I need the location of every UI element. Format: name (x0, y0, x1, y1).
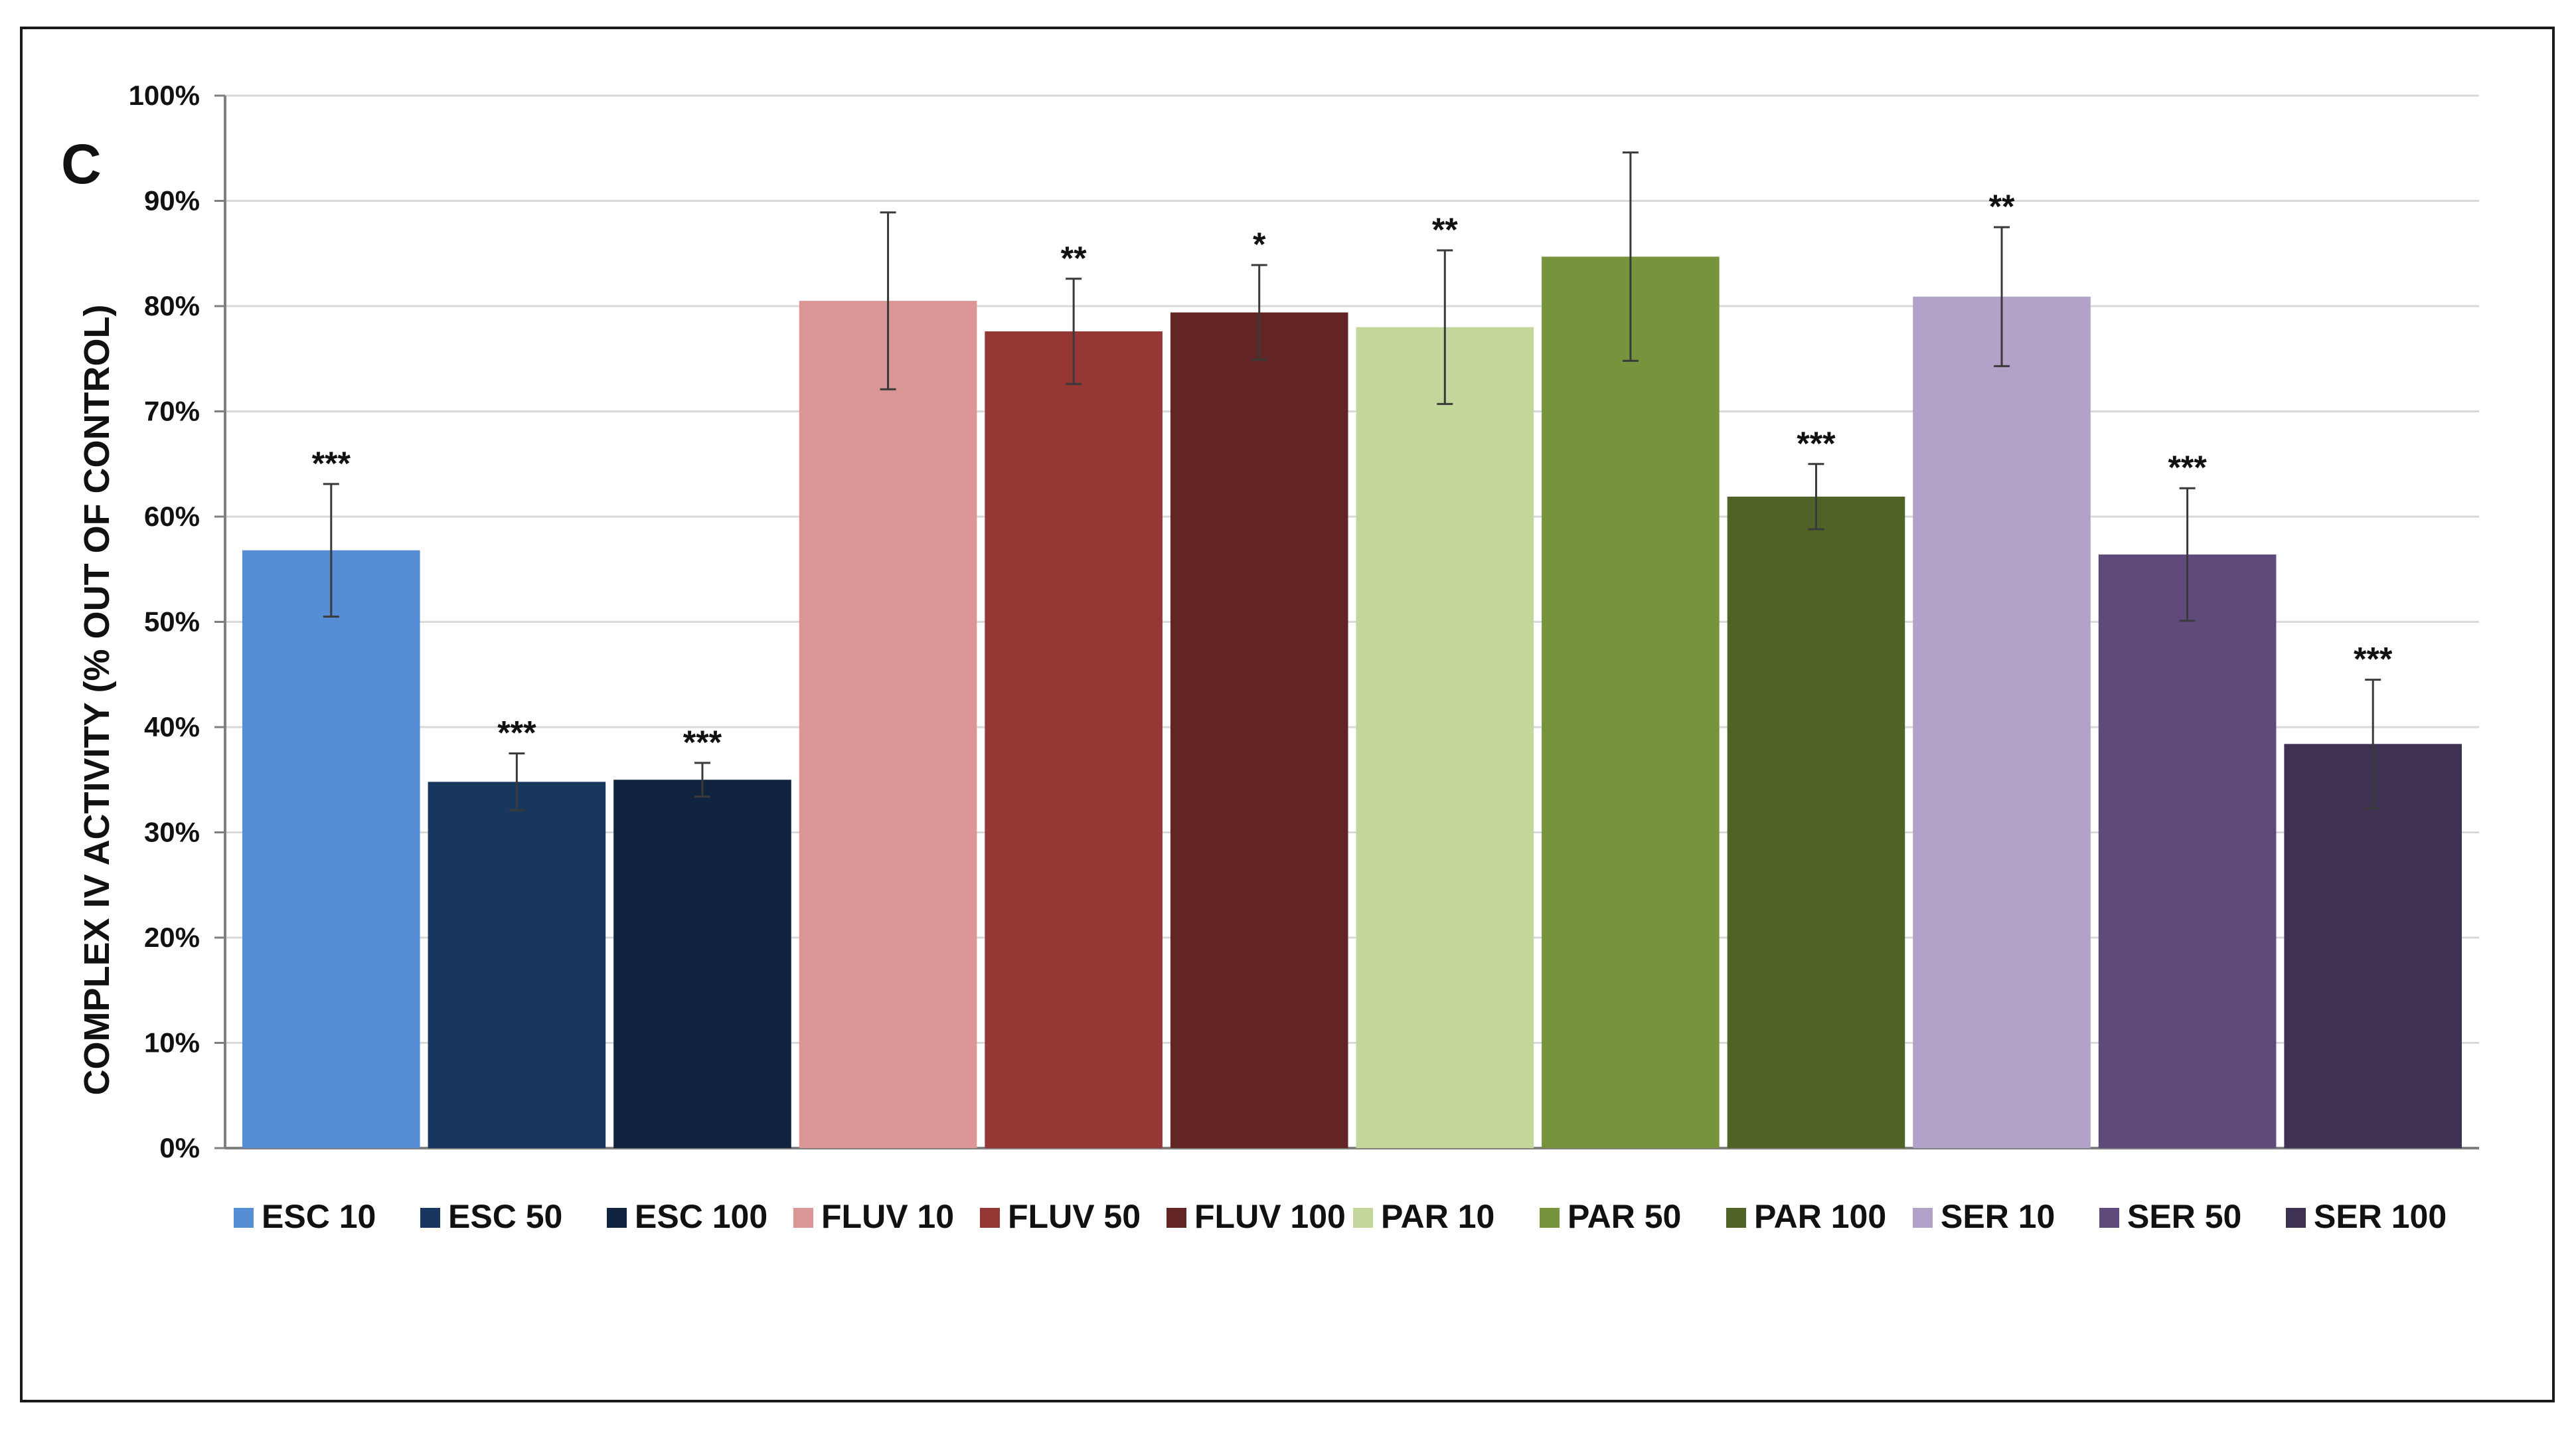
legend-label: SER 10 (1941, 1198, 2055, 1235)
legend-swatch (420, 1208, 440, 1228)
significance-label: *** (683, 724, 722, 761)
y-tick-label: 90% (144, 185, 200, 216)
significance-label: *** (312, 445, 351, 482)
legend-label: ESC 10 (262, 1198, 376, 1235)
y-tick-label: 50% (144, 606, 200, 637)
legend-item: FLUV 100 (1167, 1198, 1346, 1235)
bar (1727, 496, 1905, 1148)
legend-swatch (2286, 1208, 2306, 1228)
y-tick-label: 0% (159, 1132, 200, 1163)
panel-label: C (61, 133, 102, 195)
legend-label: FLUV 50 (1008, 1198, 1141, 1235)
significance-label: ** (1061, 240, 1087, 277)
legend-item: PAR 10 (1353, 1198, 1494, 1235)
bar (2098, 554, 2277, 1148)
legend-item: FLUV 50 (980, 1198, 1141, 1235)
bar (1170, 312, 1348, 1148)
legend-label: PAR 10 (1381, 1198, 1494, 1235)
legend-swatch (793, 1208, 813, 1228)
significance-labels: ****** ***** * ************* (312, 188, 2393, 761)
figure-frame: *** *** *** ** * ** *** ** *** *** 0% 10% 20% 30% 40%… (20, 27, 2555, 1402)
legend-item: SER 50 (2099, 1198, 2241, 1235)
legend: ESC 10 ESC 50 ESC 100 FLUV 10 FLUV 50 FLUV 10… (234, 1198, 2447, 1235)
significance-label: * (1253, 226, 1266, 263)
legend-label: ESC 100 (635, 1198, 767, 1235)
significance-label: *** (497, 714, 536, 752)
significance-label: *** (1797, 425, 1836, 462)
legend-swatch (607, 1208, 627, 1228)
bar (428, 782, 606, 1148)
y-tick-label: 80% (144, 290, 200, 321)
legend-label: SER 50 (2127, 1198, 2241, 1235)
bar (985, 331, 1163, 1148)
legend-item: FLUV 10 (793, 1198, 954, 1235)
significance-label: ** (1432, 211, 1458, 248)
y-tick-labels: 0% 10% 20% 30% 40% 50% 60% 70% 80% 90% 100% (129, 80, 200, 1163)
legend-label: PAR 50 (1568, 1198, 1681, 1235)
y-tick-label: 70% (144, 396, 200, 427)
y-tick-label: 40% (144, 711, 200, 742)
bars (242, 256, 2462, 1149)
legend-item: PAR 50 (1540, 1198, 1681, 1235)
y-tick-label: 10% (144, 1027, 200, 1058)
significance-label: *** (2354, 641, 2393, 678)
legend-swatch (2099, 1208, 2119, 1228)
significance-label: *** (2168, 449, 2207, 486)
significance-label: ** (1989, 188, 2015, 225)
y-tick-label: 30% (144, 817, 200, 848)
error-bars (323, 151, 2381, 811)
bar (799, 301, 977, 1149)
legend-label: SER 100 (2314, 1198, 2447, 1235)
legend-swatch (1726, 1208, 1746, 1228)
y-tick-label: 100% (129, 80, 200, 111)
legend-swatch (1913, 1208, 1933, 1228)
bar (1542, 256, 1720, 1148)
legend-item: SER 10 (1913, 1198, 2055, 1235)
legend-item: ESC 100 (607, 1198, 767, 1235)
bar (1356, 327, 1534, 1149)
legend-swatch (1167, 1208, 1186, 1228)
bar-chart: ****** ***** * ************* 0%10%20%30%40%… (61, 80, 2479, 1235)
legend-item: PAR 100 (1726, 1198, 1886, 1235)
legend-swatch (1353, 1208, 1373, 1228)
bar (1913, 296, 2091, 1148)
y-tick-label: 20% (144, 922, 200, 953)
bar (2284, 744, 2462, 1148)
legend-swatch (980, 1208, 1000, 1228)
legend-item: ESC 50 (420, 1198, 562, 1235)
legend-item: SER 100 (2286, 1198, 2447, 1235)
legend-label: FLUV 100 (1194, 1198, 1346, 1235)
y-tick-label: 60% (144, 501, 200, 532)
legend-label: ESC 50 (448, 1198, 562, 1235)
legend-label: FLUV 10 (821, 1198, 954, 1235)
legend-swatch (234, 1208, 254, 1228)
bar (613, 780, 791, 1148)
legend-item: ESC 10 (234, 1198, 376, 1235)
legend-swatch (1540, 1208, 1560, 1228)
bar (242, 550, 420, 1148)
legend-label: PAR 100 (1754, 1198, 1886, 1235)
y-axis-title: COMPLEX IV ACTIVITY (% OUT OF CONTROL) (77, 304, 117, 1095)
